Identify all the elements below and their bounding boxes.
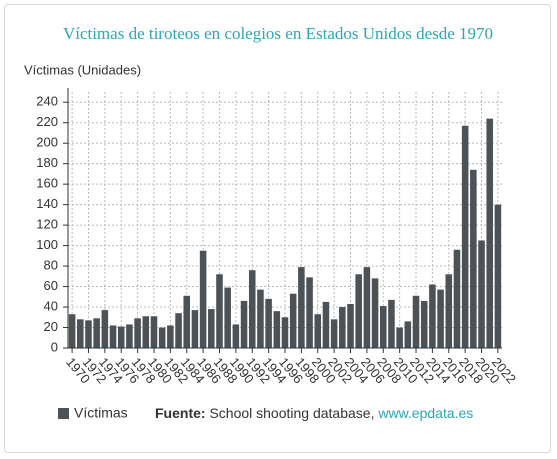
- y-tick-label: 100: [36, 237, 58, 252]
- source-label: Fuente:: [155, 405, 206, 421]
- frame: [4, 4, 551, 453]
- bar: [191, 310, 199, 348]
- bar: [298, 267, 305, 348]
- bar: [330, 319, 338, 348]
- bar: [453, 249, 461, 348]
- bar: [142, 316, 150, 348]
- bar: [322, 301, 330, 348]
- bar: [101, 310, 109, 348]
- y-tick-label: 20: [44, 319, 58, 334]
- bar: [167, 325, 174, 348]
- bar: [445, 274, 453, 348]
- bar: [265, 298, 272, 348]
- bar: [412, 295, 420, 348]
- bar: [339, 307, 346, 348]
- bar: [257, 289, 264, 348]
- chart-title: Víctimas de tiroteos en colegios en Esta…: [63, 24, 493, 43]
- y-tick-label: 0: [51, 339, 58, 354]
- bar: [470, 169, 477, 348]
- bar: [208, 309, 215, 348]
- bar: [461, 125, 469, 349]
- bar: [404, 321, 412, 348]
- bar: [437, 289, 444, 348]
- bar: [248, 270, 256, 348]
- bar: [126, 324, 133, 348]
- bar: [314, 314, 322, 348]
- bar: [150, 316, 158, 348]
- bar: [429, 284, 436, 348]
- bar: [85, 320, 92, 348]
- bar: [183, 295, 191, 348]
- y-tick-label: 140: [36, 196, 58, 211]
- y-tick-label: 180: [36, 155, 58, 170]
- y-tick-label: 200: [36, 135, 58, 150]
- bar: [175, 313, 182, 348]
- bar: [281, 317, 289, 348]
- bar: [199, 250, 207, 348]
- bar: [388, 299, 395, 348]
- y-tick-label: 40: [44, 298, 58, 313]
- y-tick-label: 80: [44, 258, 58, 273]
- bar: [396, 327, 403, 348]
- bar: [486, 118, 493, 349]
- y-tick-label: 240: [36, 94, 58, 109]
- bar: [371, 278, 379, 348]
- bar: [216, 274, 223, 348]
- bar: [68, 314, 76, 348]
- bar: [240, 300, 248, 348]
- y-tick-label: 60: [44, 278, 58, 293]
- source-text: School shooting database,: [209, 405, 374, 421]
- bar: [355, 274, 362, 348]
- bar: [232, 324, 240, 348]
- y-tick-label: 120: [36, 217, 58, 232]
- bar: [306, 277, 313, 348]
- legend-swatch: [58, 408, 69, 419]
- bar: [494, 204, 502, 348]
- bar: [478, 240, 485, 348]
- bar: [273, 311, 281, 348]
- source-link[interactable]: www.epdata.es: [377, 405, 473, 421]
- y-axis-label: Víctimas (Unidades): [24, 62, 141, 77]
- bar: [379, 306, 387, 348]
- bar: [93, 318, 100, 348]
- bar: [224, 287, 231, 348]
- bar: [289, 293, 297, 348]
- source: Fuente: School shooting database, www.ep…: [155, 405, 473, 421]
- legend-label: Víctimas: [74, 405, 128, 421]
- y-tick-label: 220: [36, 114, 58, 129]
- bar: [347, 303, 354, 348]
- bar: [77, 319, 84, 348]
- y-tick-label: 160: [36, 176, 58, 191]
- bar: [109, 325, 117, 348]
- bar: [420, 300, 428, 348]
- bar: [158, 327, 166, 348]
- bar: [134, 318, 141, 348]
- bar: [117, 326, 125, 348]
- bar: [363, 267, 371, 348]
